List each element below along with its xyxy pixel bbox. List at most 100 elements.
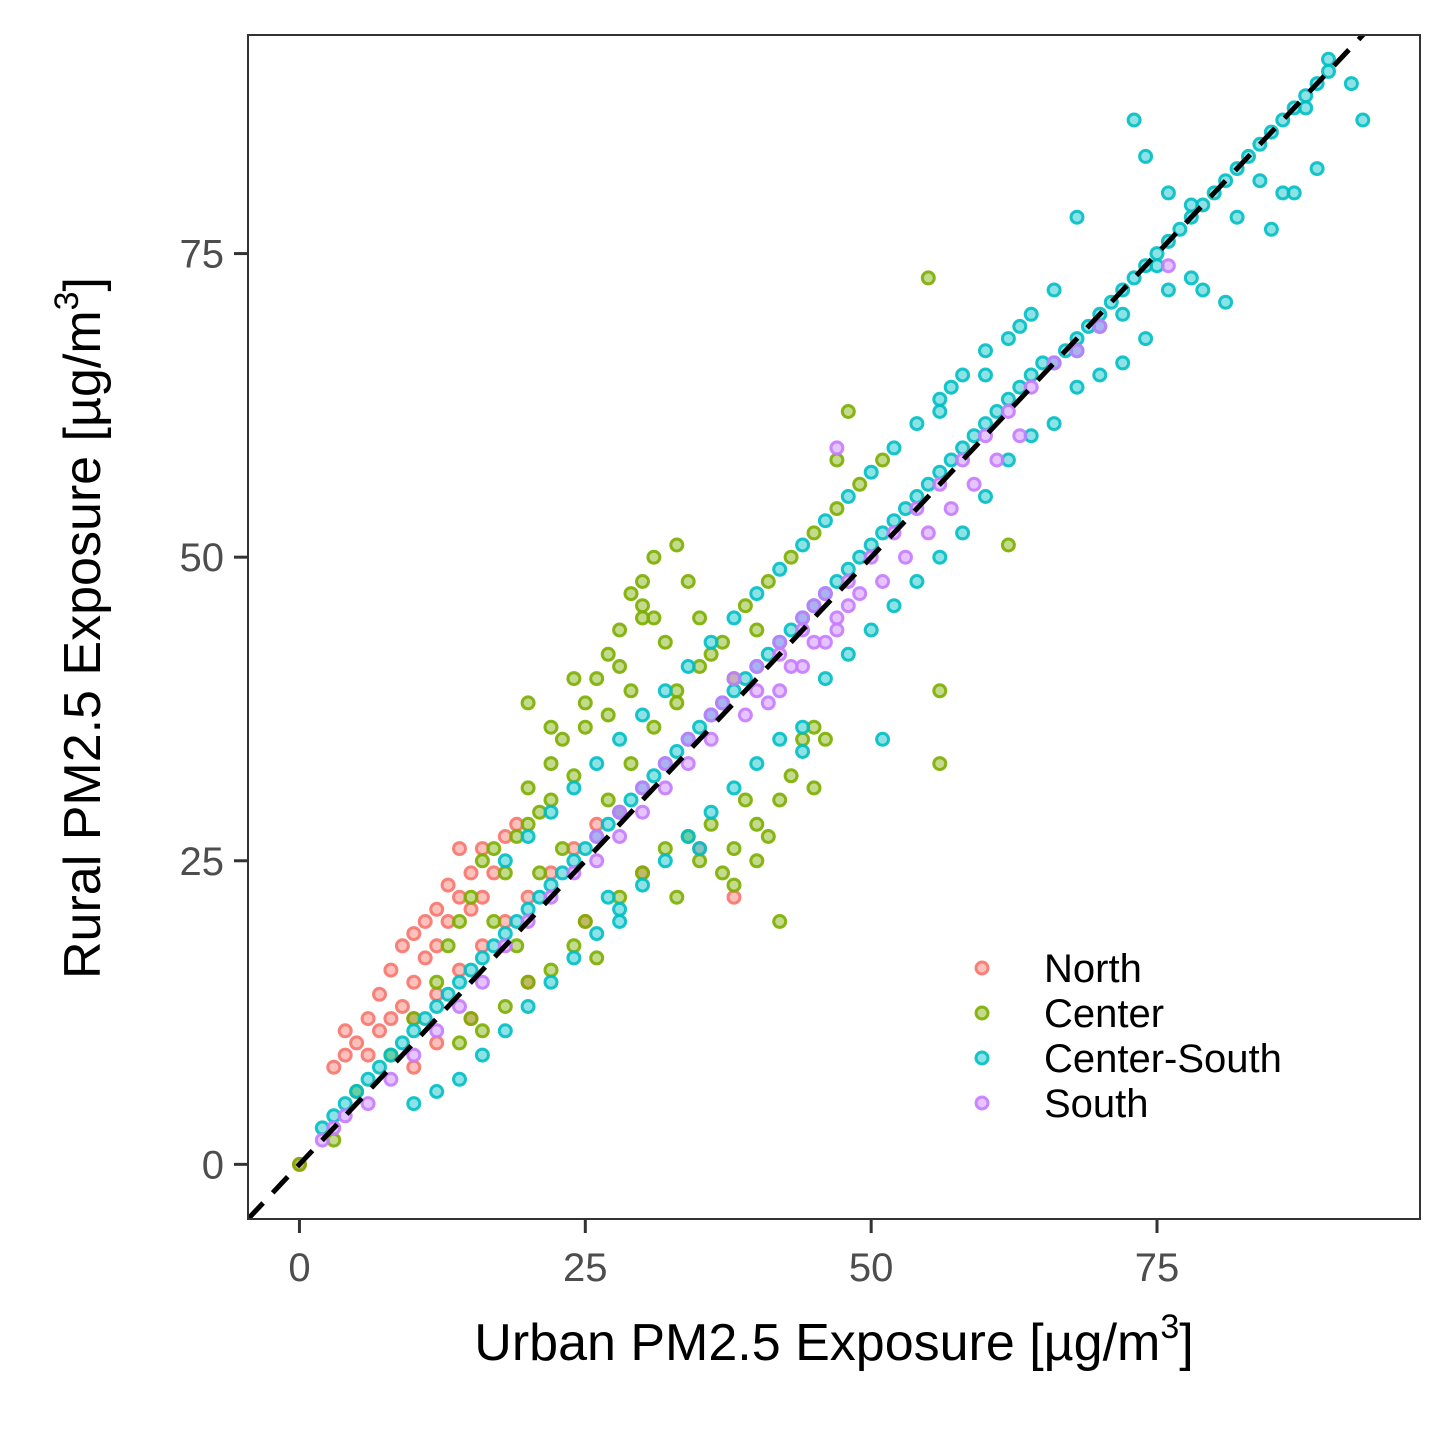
x-axis-title-superscript: 3 bbox=[1160, 1308, 1179, 1346]
data-point bbox=[394, 938, 410, 954]
data-point bbox=[372, 1059, 387, 1075]
data-point bbox=[1172, 221, 1188, 237]
data-point bbox=[1012, 428, 1028, 444]
data-point bbox=[360, 1071, 376, 1087]
data-point bbox=[783, 768, 799, 784]
data-point bbox=[829, 501, 845, 517]
data-point bbox=[749, 853, 765, 869]
data-point bbox=[646, 549, 662, 565]
data-point bbox=[772, 914, 788, 929]
data-point bbox=[817, 586, 833, 602]
data-point bbox=[1355, 112, 1371, 128]
data-point bbox=[703, 731, 719, 747]
data-point bbox=[577, 695, 593, 711]
legend-item-south: South bbox=[974, 1082, 1149, 1126]
data-point bbox=[1195, 282, 1211, 298]
data-point bbox=[349, 1035, 365, 1051]
data-point bbox=[680, 659, 696, 674]
data-point bbox=[932, 756, 948, 772]
data-point bbox=[657, 634, 673, 650]
y-tick-label: 75 bbox=[180, 233, 225, 277]
y-axis: 0 25 50 75 bbox=[180, 233, 248, 1187]
data-point bbox=[497, 865, 513, 881]
data-point bbox=[429, 1035, 445, 1051]
data-point bbox=[1023, 379, 1039, 395]
data-point bbox=[612, 622, 628, 638]
data-point bbox=[772, 634, 788, 650]
data-point bbox=[692, 841, 708, 857]
legend-label: Center-South bbox=[1044, 1037, 1282, 1081]
data-point bbox=[749, 586, 765, 602]
data-point bbox=[863, 464, 879, 480]
data-point bbox=[1046, 416, 1062, 432]
data-point bbox=[1000, 331, 1016, 347]
data-point bbox=[520, 999, 536, 1014]
data-point bbox=[440, 877, 456, 893]
data-point bbox=[452, 841, 467, 857]
data-point bbox=[657, 683, 673, 699]
data-point bbox=[920, 525, 936, 541]
data-point bbox=[497, 1023, 513, 1039]
x-tick-label: 50 bbox=[849, 1246, 894, 1290]
data-point bbox=[783, 549, 799, 565]
data-point bbox=[875, 452, 891, 468]
data-point bbox=[749, 756, 765, 772]
data-point bbox=[326, 1059, 342, 1075]
data-point bbox=[452, 914, 467, 929]
data-point bbox=[966, 476, 982, 492]
data-point bbox=[635, 865, 650, 881]
y-axis-title-main: Rural PM2.5 Exposure [µg/m bbox=[54, 310, 112, 979]
data-point bbox=[726, 889, 742, 905]
x-tick-label: 0 bbox=[288, 1246, 310, 1290]
data-point bbox=[1012, 318, 1028, 334]
data-point bbox=[383, 1011, 399, 1027]
data-point bbox=[978, 367, 993, 383]
data-point bbox=[1252, 173, 1268, 189]
data-point bbox=[383, 1047, 399, 1063]
data-point bbox=[429, 999, 445, 1014]
data-point bbox=[372, 1023, 387, 1039]
data-point bbox=[840, 646, 856, 662]
y-axis-title: Rural PM2.5 Exposure [µg/m3] bbox=[48, 277, 112, 979]
data-point bbox=[1183, 270, 1199, 286]
data-point bbox=[772, 683, 788, 699]
data-point bbox=[703, 646, 719, 662]
data-point bbox=[612, 901, 628, 917]
data-point bbox=[657, 780, 673, 796]
data-point bbox=[429, 974, 445, 990]
series-south bbox=[314, 258, 1176, 1148]
data-point bbox=[1183, 197, 1199, 213]
data-point bbox=[817, 513, 833, 529]
data-point bbox=[669, 537, 685, 553]
data-point bbox=[806, 525, 822, 541]
data-point bbox=[623, 586, 639, 602]
data-point bbox=[577, 914, 593, 929]
data-point bbox=[795, 731, 811, 747]
data-point bbox=[829, 440, 845, 456]
data-point bbox=[497, 853, 513, 869]
data-point bbox=[520, 780, 536, 796]
data-point bbox=[840, 489, 856, 504]
data-point bbox=[417, 950, 433, 966]
data-point bbox=[360, 1096, 376, 1112]
data-point bbox=[1115, 355, 1131, 371]
data-point bbox=[417, 914, 433, 929]
data-point bbox=[737, 792, 753, 808]
data-point bbox=[406, 1023, 422, 1039]
y-tick-label: 25 bbox=[180, 840, 225, 884]
data-point bbox=[749, 659, 765, 674]
data-point bbox=[566, 950, 582, 966]
data-point bbox=[589, 671, 605, 687]
data-point bbox=[875, 574, 891, 589]
plot-panel-border bbox=[247, 34, 1421, 1220]
data-point bbox=[680, 574, 696, 589]
data-point bbox=[760, 695, 776, 711]
data-point bbox=[520, 829, 536, 844]
data-point bbox=[349, 1084, 365, 1099]
data-point bbox=[657, 841, 673, 857]
data-point bbox=[1275, 185, 1291, 201]
data-point bbox=[726, 610, 742, 626]
data-point bbox=[543, 756, 559, 772]
